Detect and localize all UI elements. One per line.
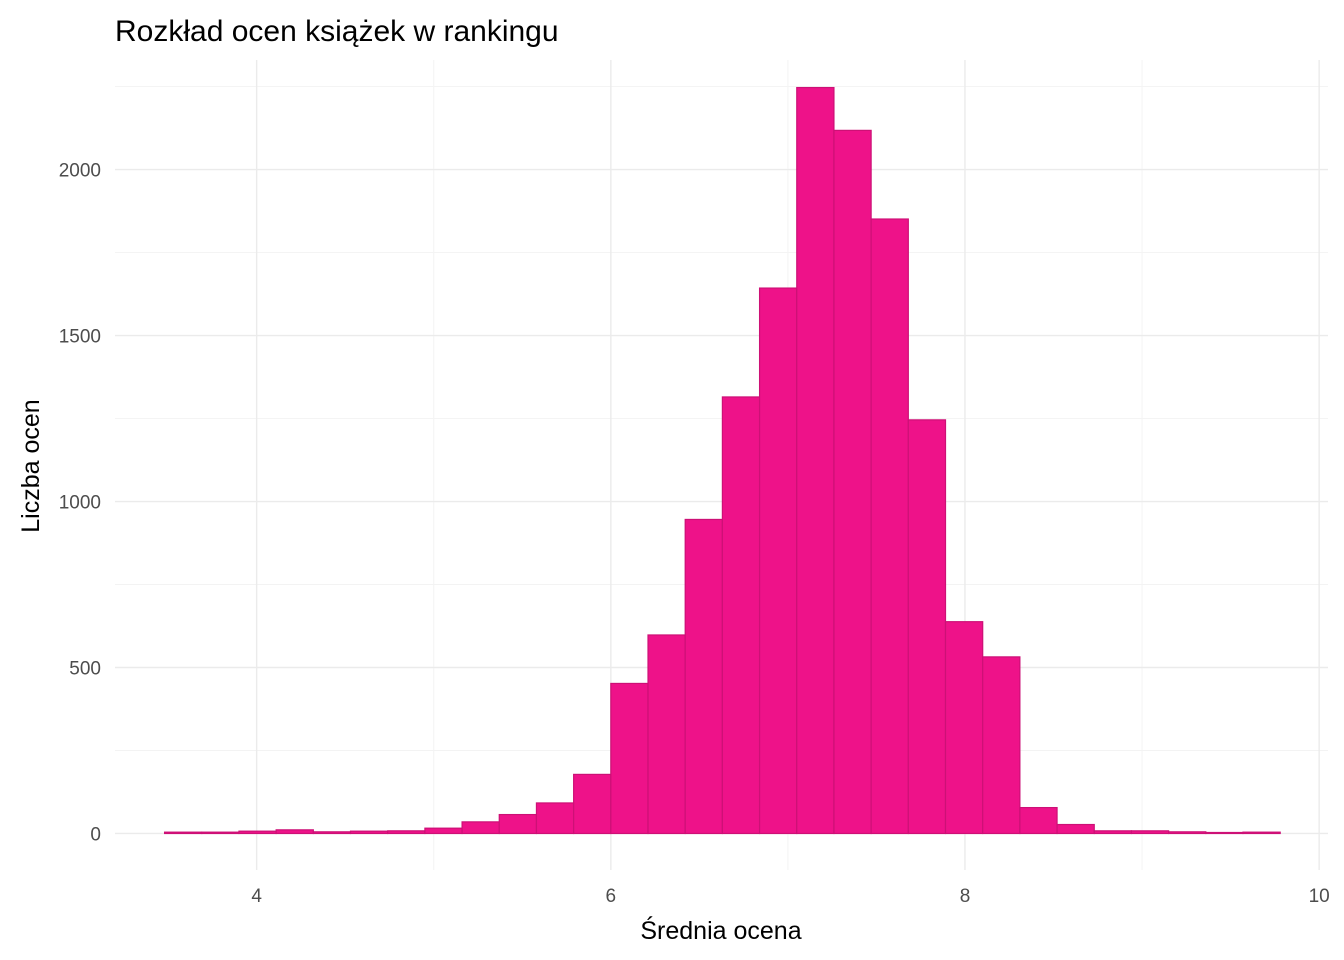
- x-axis-title: Średnia ocena: [640, 915, 801, 945]
- histogram-bar: [1242, 831, 1281, 835]
- histogram-bar: [275, 829, 314, 835]
- histogram-bar: [163, 831, 203, 835]
- histogram-bar: [907, 419, 947, 835]
- histogram-bar: [461, 821, 500, 835]
- histogram-bar: [610, 682, 649, 835]
- histogram-bar: [1130, 830, 1170, 835]
- histogram-bars: [163, 86, 1281, 835]
- histogram-bar: [796, 86, 835, 835]
- y-axis-tick-labels: 0 500 1000 1500 2000: [59, 161, 101, 846]
- histogram-bar: [535, 802, 575, 835]
- histogram-bar: [349, 830, 389, 835]
- histogram-bar: [982, 656, 1021, 835]
- y-tick-label: 1000: [59, 493, 101, 514]
- histogram-bar: [758, 287, 798, 835]
- x-tick-label: 4: [251, 886, 262, 907]
- histogram-bar: [1168, 831, 1207, 835]
- histogram-bar: [870, 218, 909, 835]
- histogram-bar: [424, 827, 463, 835]
- histogram-bar: [201, 831, 240, 835]
- x-tick-label: 10: [1309, 886, 1330, 907]
- histogram-bar: [833, 129, 872, 835]
- chart-title: Rozkład ocen książek w rankingu: [115, 15, 559, 48]
- histogram-bar: [1205, 831, 1244, 835]
- x-tick-label: 8: [960, 886, 971, 907]
- y-tick-label: 1500: [59, 327, 101, 348]
- histogram-bar: [944, 621, 984, 835]
- y-axis-title: Liczba ocen: [17, 399, 45, 532]
- histogram-bar: [387, 830, 426, 835]
- y-tick-label: 0: [90, 824, 101, 845]
- histogram-bar: [498, 813, 538, 835]
- histogram-bar: [647, 634, 686, 835]
- histogram-bar: [721, 396, 761, 835]
- y-tick-label: 500: [69, 659, 101, 680]
- histogram-bar: [238, 830, 277, 835]
- histogram-bar: [1056, 823, 1095, 835]
- x-axis-tick-labels: 4 6 8 10: [251, 886, 1329, 907]
- x-tick-label: 6: [606, 886, 617, 907]
- histogram-bar: [1019, 806, 1058, 835]
- histogram-bar: [1093, 830, 1133, 835]
- histogram-bar: [312, 831, 352, 835]
- histogram-bar: [684, 518, 723, 835]
- histogram-bar: [573, 773, 612, 835]
- y-tick-label: 2000: [59, 161, 101, 182]
